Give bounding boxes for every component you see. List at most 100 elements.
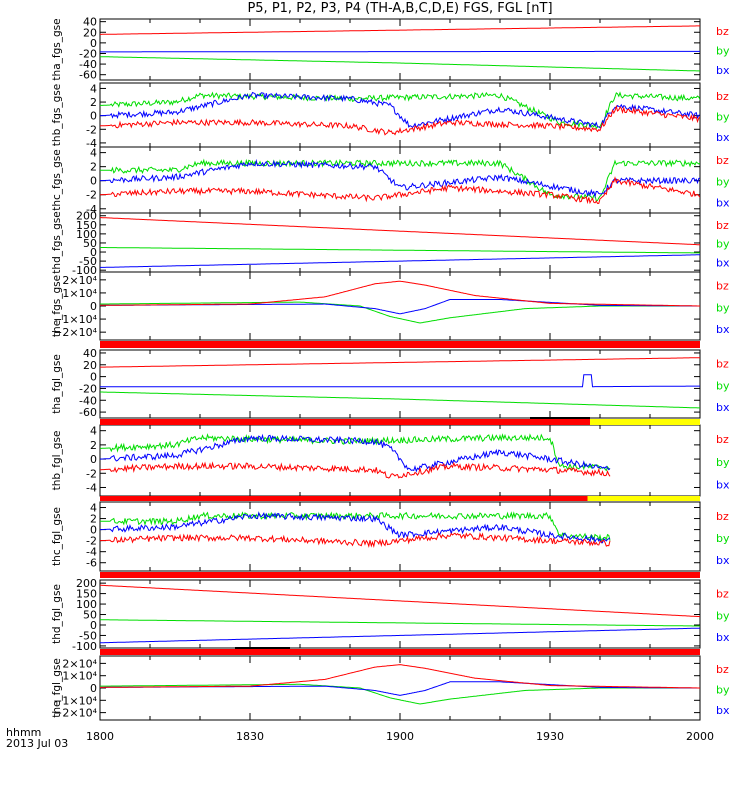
x-tick-label: 1930 [536, 730, 564, 743]
status-bar-marker [235, 647, 290, 649]
series-line-bz [100, 664, 700, 689]
status-bar-red [100, 496, 588, 501]
series-line-bx [100, 511, 611, 544]
y-tick-label: -4 [86, 203, 97, 216]
series-line-bx [100, 299, 700, 315]
legend-by: by [716, 456, 730, 469]
x-axis-label-date: 2013 Jul 03 [6, 737, 68, 750]
y-tick-label: -40 [79, 394, 97, 407]
series-line-bz [100, 25, 700, 35]
y-tick-label: -60 [79, 69, 97, 82]
x-tick-label: 1900 [386, 730, 414, 743]
y-tick-label: -100 [72, 264, 97, 277]
panel-y-label: thb_fgs_gse [51, 84, 63, 146]
y-tick-label: 150 [76, 219, 97, 232]
series-line-bx [100, 627, 700, 644]
status-bar-marker [530, 417, 590, 419]
series-line-bz [100, 104, 700, 136]
y-tick-label: 20 [83, 359, 97, 372]
y-tick-label: 4 [90, 82, 97, 95]
legend-bx: bx [716, 401, 730, 414]
y-tick-label: -2 [86, 535, 97, 548]
y-tick-label: −2×10⁴ [53, 707, 97, 720]
plot-title: P5, P1, P2, P3, P4 (TH-A,B,C,D,E) FGS, F… [247, 1, 552, 16]
panel-frame [99, 424, 701, 497]
y-tick-label: 2×10⁴ [62, 657, 97, 670]
panel-y-label: thd_fgs_gse [51, 211, 63, 273]
legend-by: by [716, 683, 730, 696]
y-tick-label: 0 [90, 682, 97, 695]
series-line-bx [100, 254, 700, 268]
series-line-bz [100, 176, 700, 205]
legend-bz: bz [716, 280, 729, 293]
series-line-by [100, 391, 700, 409]
y-tick-label: 0 [90, 453, 97, 466]
y-tick-label: −1×10⁴ [53, 694, 97, 707]
status-bar-red [100, 649, 700, 655]
series-line-bz [100, 217, 700, 246]
y-tick-label: 100 [76, 228, 97, 241]
series-line-by [100, 683, 700, 705]
y-tick-label: 0 [90, 37, 97, 50]
status-bar-red [100, 572, 700, 578]
status-bar-red [100, 419, 590, 425]
y-tick-label: -4 [86, 546, 97, 559]
x-tick-label: 1830 [236, 730, 264, 743]
legend-bz: bz [716, 510, 729, 523]
legend-bz: bz [716, 433, 729, 446]
series-line-by [100, 91, 700, 130]
series-line-bz [100, 584, 700, 618]
panel-y-label: tha_fgl_gse [51, 354, 63, 414]
panel-y-label: thc_fgs_gse [51, 149, 63, 210]
legend-bx: bx [716, 479, 730, 492]
panel-frame [99, 349, 701, 419]
y-tick-label: 1×10⁴ [62, 670, 97, 683]
legend-by: by [716, 175, 730, 188]
y-tick-label: 40 [83, 347, 97, 360]
legend-by: by [716, 609, 730, 622]
panel-y-label: the_fgl_gse [51, 658, 63, 718]
panel-y-label: thd_fgl_gse [51, 584, 63, 644]
x-tick-label: 1800 [86, 730, 114, 743]
legend-bz: bz [716, 25, 729, 38]
y-tick-label: 100 [76, 598, 97, 611]
panel-y-label: the_fgs_gse [51, 275, 63, 337]
series-line-by [100, 56, 700, 72]
y-tick-label: 0 [90, 110, 97, 123]
y-tick-label: 2 [90, 96, 97, 109]
legend-bx: bx [716, 631, 730, 644]
legend-by: by [716, 379, 730, 392]
y-tick-label: -20 [79, 382, 97, 395]
legend-bz: bz [716, 154, 729, 167]
series-line-bz [100, 280, 700, 307]
y-tick-label: 2 [90, 161, 97, 174]
y-tick-label: -4 [86, 481, 97, 494]
y-tick-label: -2 [86, 467, 97, 480]
series-line-bz [100, 461, 611, 479]
y-tick-label: 1×10⁴ [62, 287, 97, 300]
legend-bz: bz [716, 219, 729, 232]
y-tick-label: -20 [79, 47, 97, 60]
panel-frame [99, 146, 701, 214]
y-tick-label: -100 [72, 640, 97, 653]
panel-frame [99, 82, 701, 148]
panel-y-label: thb_fgl_gse [51, 431, 63, 491]
y-tick-label: -60 [79, 406, 97, 419]
y-tick-label: -50 [79, 255, 97, 268]
panel-y-label: tha_fgs_gse [51, 18, 63, 80]
y-tick-label: 4 [90, 425, 97, 438]
panel-y-label: thc_fgl_gse [51, 507, 63, 566]
series-line-bz [100, 357, 700, 368]
y-tick-label: 20 [83, 26, 97, 39]
y-tick-label: 2 [90, 513, 97, 526]
legend-bz: bz [716, 588, 729, 601]
status-bar-yellow [590, 419, 700, 425]
legend-by: by [716, 45, 730, 58]
series-line-by [100, 433, 611, 472]
y-tick-label: 0 [90, 246, 97, 259]
